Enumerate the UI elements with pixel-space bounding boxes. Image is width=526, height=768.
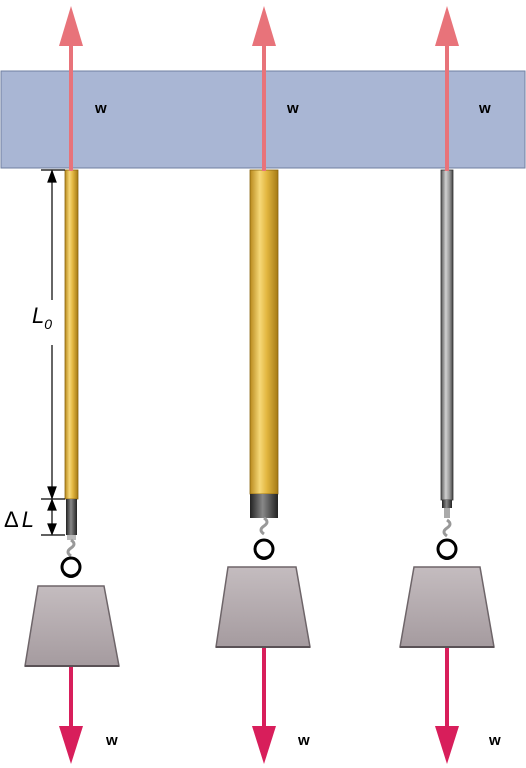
rod-1-extension bbox=[66, 499, 77, 535]
trapezoid-weight-icon bbox=[215, 566, 311, 648]
force-arrow-down-1 bbox=[59, 667, 83, 764]
rod-3-tip bbox=[444, 508, 450, 518]
force-label-bottom-1: w bbox=[105, 732, 118, 749]
trapezoid-weight-icon bbox=[24, 585, 120, 667]
length-label: L0 bbox=[32, 303, 52, 332]
rod-2-extension bbox=[250, 494, 278, 518]
rod-1-tip bbox=[67, 535, 76, 540]
trapezoid-weight-icon bbox=[399, 566, 495, 648]
rod-assembly-3 bbox=[399, 6, 495, 764]
force-arrow-down-3 bbox=[435, 648, 459, 764]
hook-ring-icon bbox=[60, 538, 82, 578]
rod-1 bbox=[64, 169, 79, 500]
length-dimension bbox=[41, 169, 65, 536]
force-label-bottom-2: w bbox=[297, 732, 310, 749]
force-arrow-up-2 bbox=[252, 6, 276, 171]
rod-assembly-1 bbox=[24, 6, 120, 764]
rod-2 bbox=[249, 169, 279, 495]
force-arrow-up-1 bbox=[59, 6, 83, 171]
force-arrow-down-2 bbox=[252, 648, 276, 764]
force-label-bottom-3: w bbox=[488, 732, 501, 749]
hook-ring-icon bbox=[436, 518, 458, 560]
rod-3-extension bbox=[442, 500, 452, 508]
force-label-top-1: w bbox=[94, 100, 107, 117]
rod-3 bbox=[440, 169, 454, 501]
hook-ring-icon bbox=[253, 516, 275, 560]
force-arrow-up-3 bbox=[435, 6, 459, 171]
rod-assembly-2 bbox=[215, 6, 311, 764]
force-label-top-2: w bbox=[286, 100, 299, 117]
force-label-top-3: w bbox=[478, 100, 491, 117]
